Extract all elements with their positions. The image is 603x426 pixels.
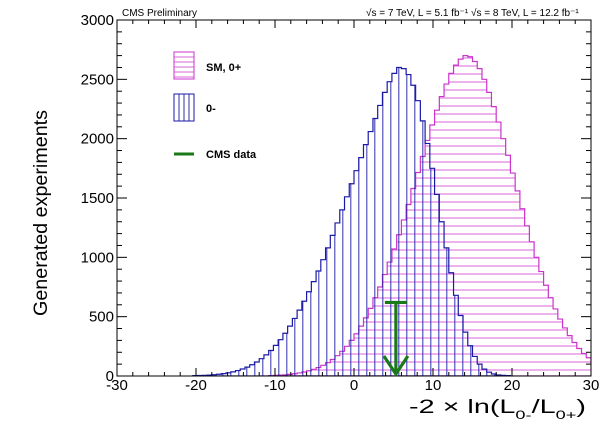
header-lumi-8tev: √s = 8 TeV, L = 12.2 fb⁻¹ <box>471 7 579 19</box>
x-tick-label: 30 <box>583 377 600 394</box>
zero-minus-bin <box>326 248 331 376</box>
zero-minus-bin <box>401 69 406 376</box>
x-tick-label: 0 <box>350 377 358 394</box>
y-tick-label: 2000 <box>81 131 114 148</box>
sm-0plus-bin <box>463 56 468 376</box>
x-tick-label: -20 <box>185 377 207 394</box>
zero-minus-bin <box>378 105 383 376</box>
sm-0plus-bin <box>548 298 553 376</box>
sm-0plus-bin <box>491 107 496 376</box>
legend-label-0minus: 0- <box>206 103 216 115</box>
x-tick-label: -30 <box>106 377 128 394</box>
legend-entry-sm: SM, 0+ <box>173 51 241 80</box>
sm-0plus-bin <box>553 309 558 376</box>
sm-0plus-bin <box>534 257 539 376</box>
zero-minus-bin <box>250 365 255 376</box>
x-tick-label: -10 <box>264 377 286 394</box>
sm-0plus-bin <box>563 328 568 376</box>
sm-0plus-bin <box>591 361 596 376</box>
zero-minus-bin <box>454 295 459 376</box>
zero-minus-bin <box>297 310 302 376</box>
legend: SM, 0+ 0- CMS data <box>173 51 257 161</box>
zero-minus-bin <box>240 369 245 376</box>
zero-minus-bin <box>321 260 326 376</box>
y-tick-label: 1000 <box>81 249 114 266</box>
sm-0plus-bin <box>539 272 544 376</box>
sm-0plus-bin <box>515 191 520 376</box>
legend-swatch-sm-hatch <box>174 56 194 78</box>
zero-minus-bin <box>458 315 463 376</box>
zero-minus-bin <box>311 282 316 376</box>
sm-0plus-bin <box>510 173 515 376</box>
legend-swatch-sm <box>173 51 195 80</box>
zero-minus-bin <box>345 197 350 376</box>
y-tick-label: 500 <box>89 309 114 326</box>
zero-minus-bin <box>264 355 269 376</box>
sm-0plus-bin <box>468 57 473 376</box>
header-lumi-7tev: √s = 7 TeV, L = 5.1 fb⁻¹ <box>366 7 469 19</box>
legend-entry-0minus: 0- <box>173 93 216 122</box>
zero-minus-bin <box>231 372 236 376</box>
y-tick-label: 2500 <box>81 71 114 88</box>
zero-minus-bin <box>463 332 468 376</box>
sm-0plus-bin <box>558 319 563 376</box>
zero-minus-bin <box>373 118 378 376</box>
zero-minus-bin <box>273 345 278 376</box>
sm-0plus-bin <box>596 364 601 376</box>
zero-minus-bin <box>359 158 364 376</box>
legend-label-data: CMS data <box>206 149 257 161</box>
sm-0plus-bin <box>529 242 534 376</box>
zero-minus-bin <box>449 273 454 376</box>
zero-minus-bin <box>468 346 473 376</box>
x-tick-label: 20 <box>504 377 521 394</box>
y-axis: 0 500 1000 1500 2000 2500 3000 <box>81 12 591 385</box>
zero-minus-bin <box>354 171 359 376</box>
data-arrow-head <box>382 355 410 377</box>
y-tick-label: 0 <box>106 368 114 385</box>
x-tick-label: 10 <box>425 377 442 394</box>
y-tick-label: 1500 <box>81 190 114 207</box>
zero-minus-bin <box>482 369 487 376</box>
sm-0plus-bin <box>582 353 587 376</box>
sm-0plus-bin <box>586 358 591 376</box>
sm-0plus-bin <box>473 62 478 376</box>
y-tick-label: 3000 <box>81 12 114 29</box>
zero-minus-bin <box>288 326 293 376</box>
cms-data-arrow <box>382 300 410 377</box>
zero-minus-bin <box>363 145 368 376</box>
zero-minus-bin <box>368 132 373 376</box>
legend-swatch-0minus-hatch <box>178 94 190 121</box>
zero-minus-bin <box>473 356 478 376</box>
x-axis-label: -2 × ln(L 0-/L 0+) <box>409 397 586 422</box>
zero-minus-bin <box>425 143 430 376</box>
sm-0plus-bin <box>482 79 487 376</box>
header-preliminary: CMS Preliminary <box>122 8 197 19</box>
x-axis: -30 -20 -10 0 10 20 30 <box>106 20 599 394</box>
zero-minus-bin <box>236 371 241 376</box>
legend-label-sm: SM, 0+ <box>206 62 241 74</box>
zero-minus-bin <box>477 364 482 376</box>
zero-minus-bin <box>439 222 444 376</box>
sm-0plus-outline <box>268 55 591 376</box>
zero-minus-bin <box>335 223 340 376</box>
zero-minus-bin <box>340 210 345 376</box>
legend-entry-data: CMS data <box>174 149 257 161</box>
zero-minus-bin <box>330 235 335 376</box>
zero-minus-bin <box>349 184 354 376</box>
sm-0plus-bin <box>572 343 577 376</box>
zero-minus-outline <box>192 66 512 376</box>
y-axis-label: Generated experiments <box>31 110 52 316</box>
sm-0plus-bin <box>501 139 506 376</box>
zero-minus-bin <box>245 367 250 376</box>
zero-minus-bin <box>416 101 421 376</box>
svg-text:-2 × ln(L0-/L0+): -2 × ln(L 0-/L 0+) <box>409 397 586 422</box>
sm-0plus-bin <box>525 226 530 376</box>
